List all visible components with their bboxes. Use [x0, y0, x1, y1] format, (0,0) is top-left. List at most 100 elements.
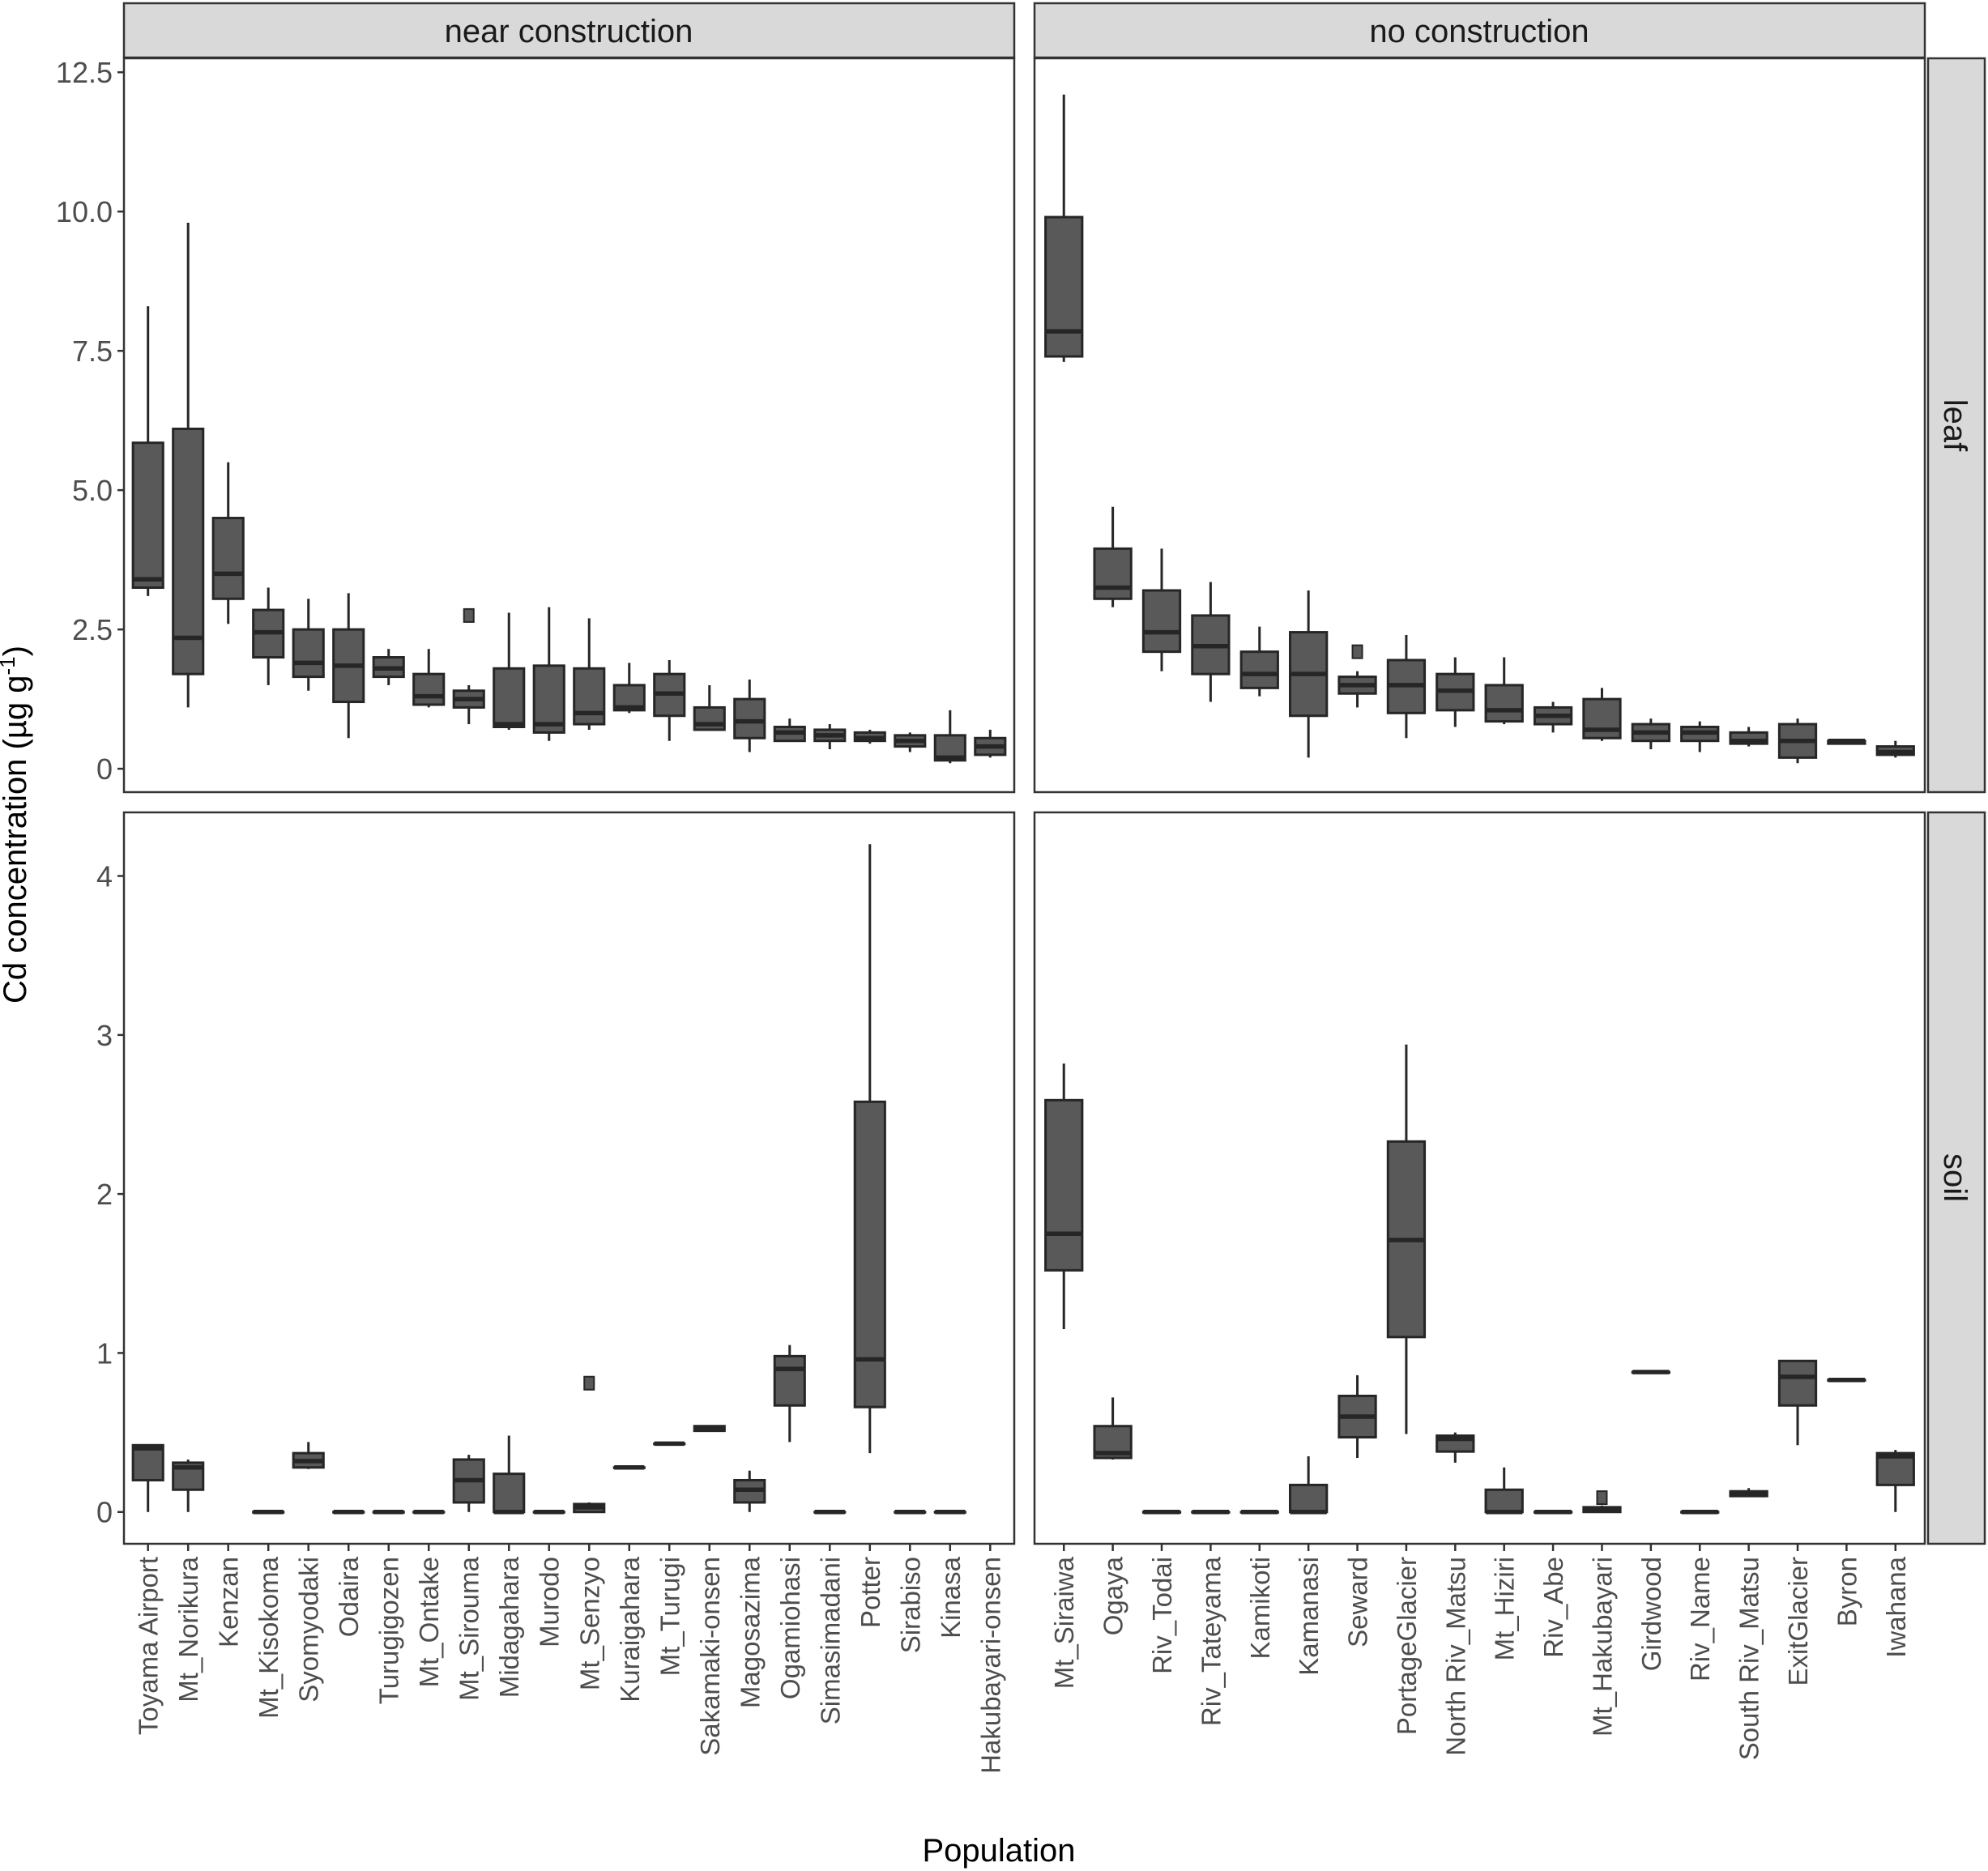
box-Odaira: [332, 593, 365, 739]
x-tick-label: Turugigozen: [374, 1557, 404, 1704]
strip-top-right-label: no construction: [1369, 14, 1589, 49]
y-tick-label: 12.5: [56, 56, 113, 89]
strip-top-left-label: near construction: [445, 14, 693, 49]
x-tick-label: Odaira: [334, 1556, 364, 1637]
box-Mt_Turugi: [653, 1441, 686, 1447]
x-tick-label: Kamikoti: [1245, 1557, 1275, 1660]
box-iqr: [1484, 1488, 1524, 1514]
box-Riv_Abe: [1533, 701, 1573, 733]
box-Mt_Hiziri: [1484, 1467, 1524, 1515]
box-Ogamiohasi: [773, 1345, 806, 1443]
box-North Riv_Matsu: [1436, 1432, 1475, 1463]
box-Magosazima: [733, 1470, 766, 1512]
box-Hakubayari-onsen: [974, 729, 1007, 758]
box-Ogamiohasi: [773, 718, 806, 743]
box-Kuraigahara: [612, 663, 646, 714]
box-Seward: [1337, 644, 1377, 708]
x-tick-label: Mt_Hiziri: [1490, 1557, 1520, 1660]
x-tick-label: Mt_Kisokoma: [254, 1556, 284, 1719]
box-Sirabiso: [894, 732, 927, 752]
x-tick-label: South Riv_Matsu: [1734, 1557, 1764, 1760]
x-tick-label: Mt_Sirouma: [454, 1556, 484, 1701]
box-Mt_Senzyo: [573, 1375, 606, 1514]
box-Riv_Tateyama: [1191, 1509, 1231, 1515]
panel-background: [124, 58, 1014, 792]
x-tick-label: Toyama Airport: [134, 1557, 164, 1735]
panel-leaf-near-construction: [122, 57, 1016, 794]
box-iqr: [532, 664, 565, 734]
box-Mt_Norikura: [172, 222, 205, 708]
box-iqr: [493, 667, 526, 729]
box-Toyama Airport: [131, 1443, 164, 1512]
box-Potter: [853, 844, 886, 1454]
x-tick-label: Mt_Norikura: [173, 1556, 203, 1702]
x-tick-label: Seward: [1343, 1557, 1373, 1647]
box-iqr: [733, 697, 766, 739]
box-Kamikoti: [1239, 626, 1279, 697]
box-iqr: [1777, 1359, 1818, 1407]
box-Midagahara: [493, 612, 526, 730]
x-tick-label: Magosazima: [735, 1556, 765, 1708]
box-iqr: [493, 1473, 526, 1514]
box-iqr: [211, 517, 245, 600]
strip-top-left: [122, 2, 1016, 59]
box-Turugigozen: [372, 649, 405, 685]
y-tick-label: 7.5: [72, 335, 113, 368]
box-iqr: [1044, 215, 1084, 358]
x-tick-label: Kenzan: [214, 1557, 244, 1647]
y-axis-title: Cd concentration (µg g-1): [0, 646, 33, 1004]
x-tick-label: Ogamiohasi: [775, 1557, 805, 1699]
box-Magosazima: [733, 680, 766, 752]
box-Mt_Kisokoma: [252, 587, 285, 685]
box-Riv_Name: [1680, 1509, 1720, 1515]
box-Kamikoti: [1239, 1509, 1279, 1515]
box-Girdwood: [1631, 718, 1670, 750]
y-tick-label: 0: [96, 1496, 113, 1529]
strip-top-right: [1033, 2, 1926, 59]
outlier-point: [1596, 1490, 1608, 1506]
y-tick-label: 0: [96, 752, 113, 786]
x-tick-label: Murodo: [535, 1557, 565, 1647]
box-Byron: [1827, 1378, 1866, 1383]
x-tick-label: Girdwood: [1636, 1557, 1666, 1671]
box-Mt_Sirouma: [452, 607, 485, 725]
y-tick-label: 1: [96, 1336, 113, 1370]
panel-background: [1035, 58, 1925, 792]
x-tick-label: Byron: [1832, 1557, 1862, 1626]
box-iqr: [1484, 684, 1524, 723]
box-Mt_Hakubayari: [1582, 1490, 1622, 1514]
box-iqr: [853, 1100, 886, 1409]
box-PortageGlacier: [1386, 635, 1427, 739]
box-Mt_Sirouma: [452, 1455, 485, 1512]
box-Girdwood: [1631, 1370, 1670, 1374]
x-tick-label: Kuraigahara: [615, 1556, 645, 1702]
box-iqr: [1289, 1483, 1329, 1514]
box-Seward: [1337, 1374, 1377, 1458]
box-Mt_Siraiwa: [1044, 1063, 1084, 1329]
box-Mt_Ontake: [412, 1509, 446, 1515]
x-tick-label: Sirabiso: [895, 1557, 925, 1653]
y-axis-bottom: 0 1 2 3 4: [96, 860, 124, 1529]
x-tick-label: Kinasa: [936, 1556, 966, 1639]
box-iqr: [1044, 1098, 1084, 1272]
x-axis-title: Population: [922, 1833, 1075, 1869]
x-tick-label: Ogaya: [1099, 1556, 1128, 1635]
box-Ogaya: [1093, 1397, 1133, 1460]
x-tick-label: North Riv_Matsu: [1440, 1557, 1470, 1756]
panel-border: [1033, 811, 1926, 1545]
box-Riv_Tateyama: [1191, 582, 1231, 702]
box-iqr: [172, 427, 205, 676]
box-Riv_Todai: [1141, 548, 1182, 671]
box-Mt_Hiziri: [1484, 657, 1524, 725]
strip-right-top-label: leaf: [1937, 399, 1973, 452]
x-tick-label: Riv_Abe: [1538, 1557, 1568, 1658]
box-Iwahana: [1875, 1450, 1915, 1512]
box-iqr: [131, 1443, 164, 1481]
x-tick-label: Riv_Tateyama: [1196, 1556, 1226, 1726]
strip-right-top: [1926, 57, 1986, 794]
box-Toyama Airport: [131, 306, 164, 596]
box-ExitGlacier: [1777, 1359, 1818, 1446]
panel-background: [1035, 812, 1925, 1544]
box-Mt_Senzyo: [573, 618, 606, 730]
box-Potter: [853, 729, 886, 744]
